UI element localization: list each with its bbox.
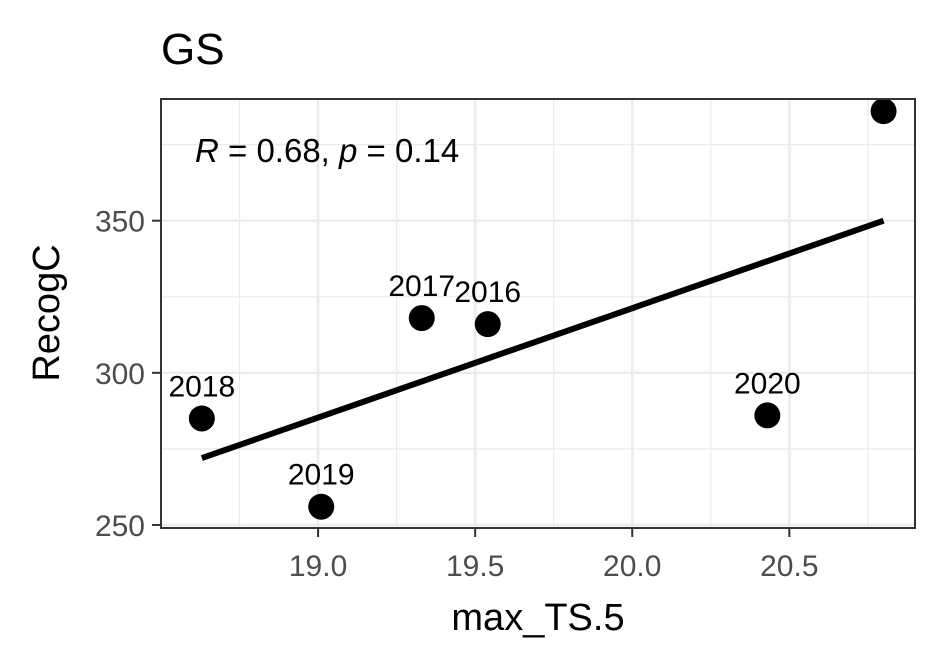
grid <box>161 99 915 528</box>
y-axis-label: RecogC <box>26 244 68 381</box>
x-tick-label: 19.0 <box>289 550 347 583</box>
stat-annotation: R = 0.68, p = 0.14 <box>195 132 459 169</box>
data-points <box>188 98 897 520</box>
point-label: 2017 <box>388 270 455 303</box>
data-point <box>754 402 781 429</box>
point-label: 2018 <box>168 370 235 403</box>
data-point <box>474 311 501 338</box>
r-value: = 0.68, <box>219 132 339 169</box>
data-point <box>870 98 897 125</box>
regression-line-layer <box>200 217 885 461</box>
y-tick-label: 300 <box>95 358 145 391</box>
x-tick-label: 19.5 <box>446 550 504 583</box>
point-label: 2016 <box>454 276 521 309</box>
y-tick-label: 350 <box>95 206 145 239</box>
point-label: 2020 <box>734 367 801 400</box>
data-point <box>188 405 215 432</box>
p-value: = 0.14 <box>357 132 459 169</box>
y-tick-label: 250 <box>95 510 145 543</box>
r-symbol: R <box>195 132 219 169</box>
point-label: 2019 <box>288 459 355 492</box>
x-tick-label: 20.5 <box>760 550 818 583</box>
panel-border <box>160 98 916 529</box>
point-labels: 2018 2019 2017 2016 2020 <box>168 270 800 492</box>
x-tick-label: 20.0 <box>603 550 661 583</box>
chart-title: GS <box>161 25 225 74</box>
axes: 19.0 19.5 20.0 20.5 250 300 350 <box>95 206 819 583</box>
data-point <box>408 305 435 332</box>
p-symbol: p <box>338 132 357 169</box>
x-axis-label: max_TS.5 <box>451 597 624 639</box>
data-point <box>308 493 335 520</box>
regression-line <box>200 217 885 461</box>
